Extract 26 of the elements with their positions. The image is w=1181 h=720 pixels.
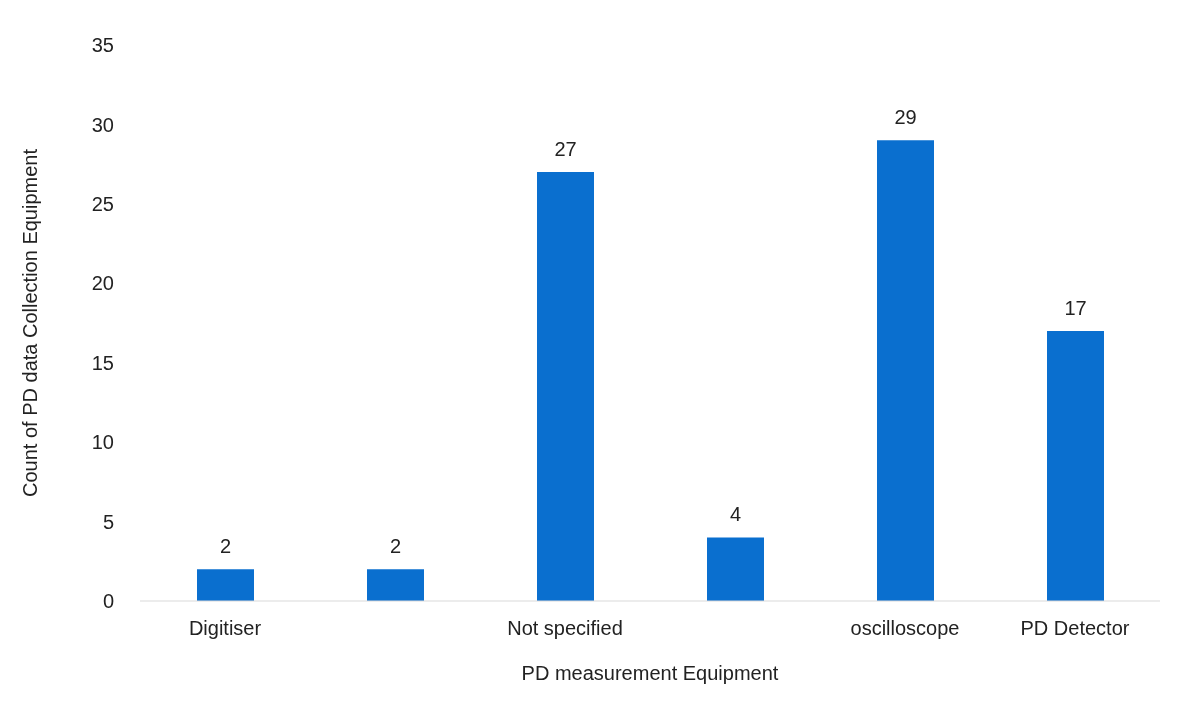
bar — [537, 172, 594, 601]
x-tick-label: PD Detector — [1020, 617, 1130, 640]
data-label: 2 — [389, 535, 402, 558]
data-label: 27 — [554, 138, 577, 161]
bar — [877, 140, 934, 601]
data-label: 2 — [219, 535, 232, 558]
y-tick-label: 30 — [91, 113, 114, 136]
x-tick-label: oscilloscope — [850, 617, 960, 640]
bar — [1047, 330, 1104, 601]
x-axis-title: PD measurement Equipment — [521, 662, 779, 684]
y-tick-label: 15 — [91, 351, 114, 374]
x-tick-label: Not specified — [507, 617, 623, 640]
data-label: 17 — [1064, 296, 1087, 319]
data-label: 4 — [729, 503, 742, 526]
y-tick-label: 20 — [91, 272, 114, 295]
bar — [197, 569, 254, 601]
x-tick-label: Digitiser — [188, 617, 262, 640]
bar — [367, 569, 424, 601]
y-axis-title: Count of PD data Collection Equipment — [19, 148, 42, 497]
y-tick-label: 35 — [91, 34, 114, 57]
bar — [707, 537, 764, 601]
y-tick-label: 25 — [91, 192, 114, 215]
data-label: 29 — [894, 106, 917, 129]
y-tick-label: 10 — [91, 431, 114, 454]
y-tick-label: 0 — [102, 590, 114, 613]
y-tick-label: 5 — [102, 510, 114, 533]
